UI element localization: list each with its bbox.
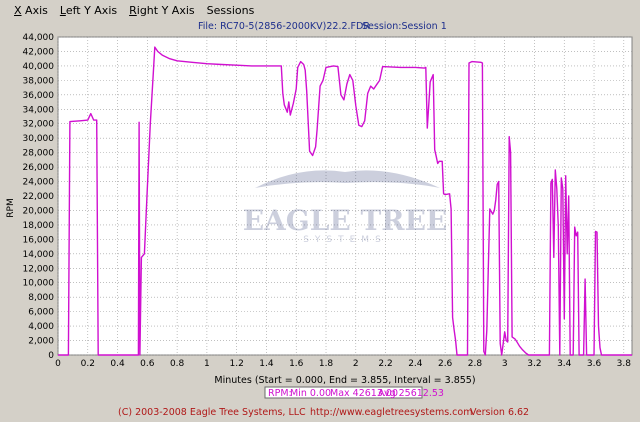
x-tick-label: 3.4 bbox=[557, 359, 572, 369]
y-tick-label: 38,000 bbox=[23, 76, 55, 86]
x-tick-label: 2.6 bbox=[438, 359, 453, 369]
eagle-wings-icon bbox=[255, 170, 440, 188]
y-axis-ticks: 0 2,000 4,000 6,000 8,000 10,000 12,000 14,000 1… bbox=[23, 33, 55, 361]
menu-x-axis-hotkey: X bbox=[14, 3, 22, 17]
legend-avg: Avg 25612.53 bbox=[378, 388, 444, 399]
x-tick-label: 3.8 bbox=[617, 359, 632, 369]
y-tick-label: 36,000 bbox=[23, 91, 55, 101]
y-tick-label: 10,000 bbox=[23, 279, 55, 289]
y-tick-label: 44,000 bbox=[23, 33, 55, 43]
y-tick-label: 30,000 bbox=[23, 134, 55, 144]
y-tick-label: 4,000 bbox=[28, 322, 54, 332]
menu-x-axis[interactable]: X Axis bbox=[0, 4, 54, 17]
x-tick-label: 1.6 bbox=[289, 359, 304, 369]
y-tick-label: 16,000 bbox=[23, 235, 55, 245]
footer-copyright: (C) 2003-2008 Eagle Tree Systems, LLC bbox=[118, 407, 306, 418]
menu-right-y-axis[interactable]: Right Y Axis bbox=[123, 4, 201, 17]
x-tick-label: 1 bbox=[204, 359, 210, 369]
menu-left-y-axis[interactable]: Left Y Axis bbox=[54, 4, 123, 17]
x-tick-label: 1.4 bbox=[259, 359, 274, 369]
x-tick-label: 2 bbox=[353, 359, 359, 369]
legend-frame bbox=[264, 386, 423, 399]
footer-version: Version 6.62 bbox=[470, 407, 529, 418]
chart-window: File: RC70-5(2856-2000KV)22.2.FDR Sessio… bbox=[0, 20, 640, 422]
menu-right-y-axis-label: ight Y Axis bbox=[136, 3, 195, 17]
header-file-name: File: RC70-5(2856-2000KV)22.2.FDR bbox=[198, 21, 370, 32]
watermark-brand: EAGLE TREE bbox=[243, 204, 448, 237]
y-tick-label: 12,000 bbox=[23, 264, 55, 274]
y-tick-label: 26,000 bbox=[23, 163, 55, 173]
grid-lines bbox=[57, 36, 632, 356]
x-tick-label: 0.6 bbox=[140, 359, 155, 369]
y-tick-label: 24,000 bbox=[23, 178, 55, 188]
legend-rpm-label: RPM: bbox=[268, 388, 292, 399]
y-tick-label: 34,000 bbox=[23, 105, 55, 115]
x-tick-label: 1.8 bbox=[319, 359, 334, 369]
series-group bbox=[58, 46, 632, 356]
x-tick-label: 3.6 bbox=[587, 359, 602, 369]
y-tick-label: 28,000 bbox=[23, 149, 55, 159]
menu-sessions-label: Sessions bbox=[206, 3, 255, 17]
y-tick-label: 18,000 bbox=[23, 221, 55, 231]
header-session: Session:Session 1 bbox=[362, 21, 447, 32]
y-tick-label: 2,000 bbox=[28, 337, 54, 347]
x-tick-label: 1.2 bbox=[230, 359, 244, 369]
y-axis-label: RPM bbox=[6, 198, 16, 217]
rpm-series-line bbox=[58, 46, 632, 356]
legend-max: Max 42613.00 bbox=[330, 388, 398, 399]
y-tick-label: 8,000 bbox=[28, 293, 54, 303]
plot-area[interactable] bbox=[57, 36, 633, 356]
y-tick-label: 22,000 bbox=[23, 192, 55, 202]
menu-bar: X Axis Left Y Axis Right Y Axis Sessions bbox=[0, 0, 640, 20]
menu-right-y-axis-hotkey: R bbox=[129, 3, 137, 17]
menu-x-axis-label: Axis bbox=[21, 3, 48, 17]
footer-url[interactable]: http://www.eagletreesystems.com bbox=[310, 407, 472, 418]
watermark-subtitle: SYSTEMS bbox=[303, 235, 387, 245]
y-tick-label: 42,000 bbox=[23, 47, 55, 57]
x-axis-label: Minutes (Start = 0.000, End = 3.855, Int… bbox=[214, 375, 475, 386]
y-tick-label: 14,000 bbox=[23, 250, 55, 260]
x-tick-label: 3.2 bbox=[527, 359, 541, 369]
x-tick-label: 2.4 bbox=[408, 359, 423, 369]
x-tick-label: 2.8 bbox=[468, 359, 483, 369]
menu-left-y-axis-label: eft Y Axis bbox=[65, 3, 118, 17]
y-tick-label: 0 bbox=[48, 351, 54, 361]
x-tick-label: 0.4 bbox=[110, 359, 125, 369]
x-tick-label: 2.2 bbox=[378, 359, 392, 369]
menu-sessions[interactable]: Sessions bbox=[201, 4, 261, 17]
y-tick-label: 6,000 bbox=[28, 308, 54, 318]
rpm-chart[interactable]: File: RC70-5(2856-2000KV)22.2.FDR Sessio… bbox=[0, 20, 640, 422]
legend-min: Min 0.00 bbox=[290, 388, 331, 399]
y-tick-label: 40,000 bbox=[23, 62, 55, 72]
x-tick-label: 3 bbox=[502, 359, 508, 369]
y-tick-label: 20,000 bbox=[23, 206, 55, 216]
x-tick-label: 0.2 bbox=[81, 359, 95, 369]
y-tick-label: 32,000 bbox=[23, 120, 55, 130]
x-tick-label: 0.8 bbox=[170, 359, 185, 369]
menu-left-y-axis-hotkey: L bbox=[59, 3, 66, 17]
x-tick-label: 0 bbox=[55, 359, 61, 369]
eagle-tree-watermark: EAGLE TREE SYSTEMS bbox=[243, 170, 448, 245]
x-axis-ticks: 0 0.2 0.4 0.6 0.8 1 1.2 1.4 1.6 1.8 2 2.2 2.4 2.6 2.8 3… bbox=[55, 359, 631, 369]
legend-box[interactable]: RPM: Min 0.00 Max 42613.00 Avg 25612.53 bbox=[264, 386, 444, 399]
